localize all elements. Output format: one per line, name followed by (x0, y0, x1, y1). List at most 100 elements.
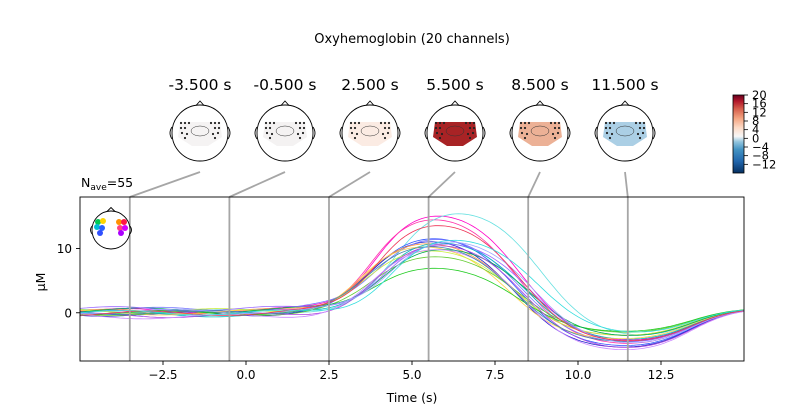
sensor-dot (383, 121, 387, 125)
connector-line (527, 171, 541, 198)
colorbar-tick-label: 8 (752, 114, 759, 128)
sensor-dot (381, 132, 385, 136)
x-tick-label: −2.5 (148, 368, 177, 382)
sensor-dot (298, 126, 302, 130)
sensor-dot (302, 121, 306, 125)
sensor-dot (383, 136, 387, 140)
topomap-head (424, 100, 486, 162)
sensor-dot (642, 126, 646, 130)
ear-right (567, 126, 571, 140)
series-line (80, 239, 744, 333)
sensor-dot (272, 121, 276, 125)
sensor-dot (438, 121, 442, 125)
x-ticks: −2.5 0.0 2.5 5.0 7.5 10.0 12.5 (148, 361, 674, 382)
sensor-dot (438, 136, 442, 140)
sensor-dot (187, 121, 191, 125)
x-axis-label: Time (s) (386, 390, 438, 405)
sensor-dot (435, 131, 439, 135)
sensor-dot (556, 131, 560, 135)
nose (535, 100, 545, 106)
sensor-dot (608, 136, 612, 140)
sensor-dot (553, 136, 557, 140)
sensor-dot (209, 121, 213, 125)
nave-prefix: N (81, 175, 90, 190)
ear-right (312, 126, 316, 140)
sensor-dot (350, 131, 354, 135)
contour (275, 125, 295, 137)
series-line (80, 246, 744, 339)
sensor-legend-head (90, 206, 132, 250)
series-line (80, 215, 744, 341)
colorbar-tick-label: 4 (752, 123, 759, 137)
series-line (80, 250, 744, 336)
sensor-dot (298, 136, 302, 140)
topomap-row: -3.500 s -0.500 s 2.500 s 5.500 s 8.500 s 11.… (169, 76, 659, 162)
sensor-dot (268, 121, 272, 125)
connector-line (129, 171, 201, 198)
sensor-dot (213, 121, 217, 125)
topomap-time-label: -0.500 s (254, 76, 317, 94)
sensor-dot (349, 121, 353, 125)
inset-sensor-dot (94, 224, 100, 230)
y-tick-label: 10 (57, 242, 72, 256)
contour (360, 125, 380, 137)
sensor-dot (387, 121, 391, 125)
sensor-dot (464, 121, 468, 125)
sensor-dot (353, 136, 357, 140)
sensor-dot (634, 121, 638, 125)
nave-label: Nave=55 (81, 175, 133, 193)
sensor-dot (551, 132, 555, 136)
series-line (80, 249, 744, 336)
sensor-dot (213, 126, 217, 130)
inset-sensor-dot (122, 225, 128, 231)
sensor-dot (468, 136, 472, 140)
sensor-dot (264, 126, 268, 130)
colorbar-tick-label: −12 (752, 157, 776, 171)
y-ticks: 0 10 (57, 242, 80, 320)
nose (620, 100, 630, 106)
colorbar-tick-label: 16 (752, 97, 767, 111)
inset-sensor-dot (100, 218, 106, 224)
topomap-head (254, 100, 316, 162)
sensor-dot (179, 126, 183, 130)
sensor-dot (604, 121, 608, 125)
sensor-dot (438, 126, 442, 130)
sensor-dot (468, 121, 472, 125)
ear-left (169, 126, 173, 140)
sensor-dot (434, 121, 438, 125)
colorbar-tick-label: 12 (752, 105, 767, 119)
sensor-dot (557, 126, 561, 130)
y-axis-label: µM (33, 273, 48, 292)
ear-right (397, 126, 401, 140)
activation-map (433, 122, 477, 146)
contour (615, 125, 635, 137)
topomap-head (509, 100, 571, 162)
sensor-dot (523, 126, 527, 130)
nose (365, 100, 375, 106)
series-line (80, 241, 744, 344)
sensor-dot (434, 126, 438, 130)
sensor-dot (472, 121, 476, 125)
sensor-dot (612, 121, 616, 125)
sensor-dot (468, 126, 472, 130)
plot-area: −2.5 0.0 2.5 5.0 7.5 10.0 12.5 0 10 (57, 196, 745, 382)
contour (530, 125, 550, 137)
inset-sensor-dot (116, 219, 122, 225)
sensor-dot (301, 131, 305, 135)
sensor-dot (549, 121, 553, 125)
sensor-dot (217, 121, 221, 125)
sensor-dot (353, 126, 357, 130)
x-tick-label: 7.5 (485, 368, 504, 382)
ear-left (424, 126, 428, 140)
series-line (80, 245, 744, 348)
sensor-dot (527, 121, 531, 125)
sensor-dot (268, 136, 272, 140)
sensor-dot (638, 121, 642, 125)
sensor-dot (471, 131, 475, 135)
sensor-dot (472, 126, 476, 130)
colorbar-tick-label: 20 (752, 88, 767, 102)
topomap-head (339, 100, 401, 162)
sensor-dot (641, 131, 645, 135)
